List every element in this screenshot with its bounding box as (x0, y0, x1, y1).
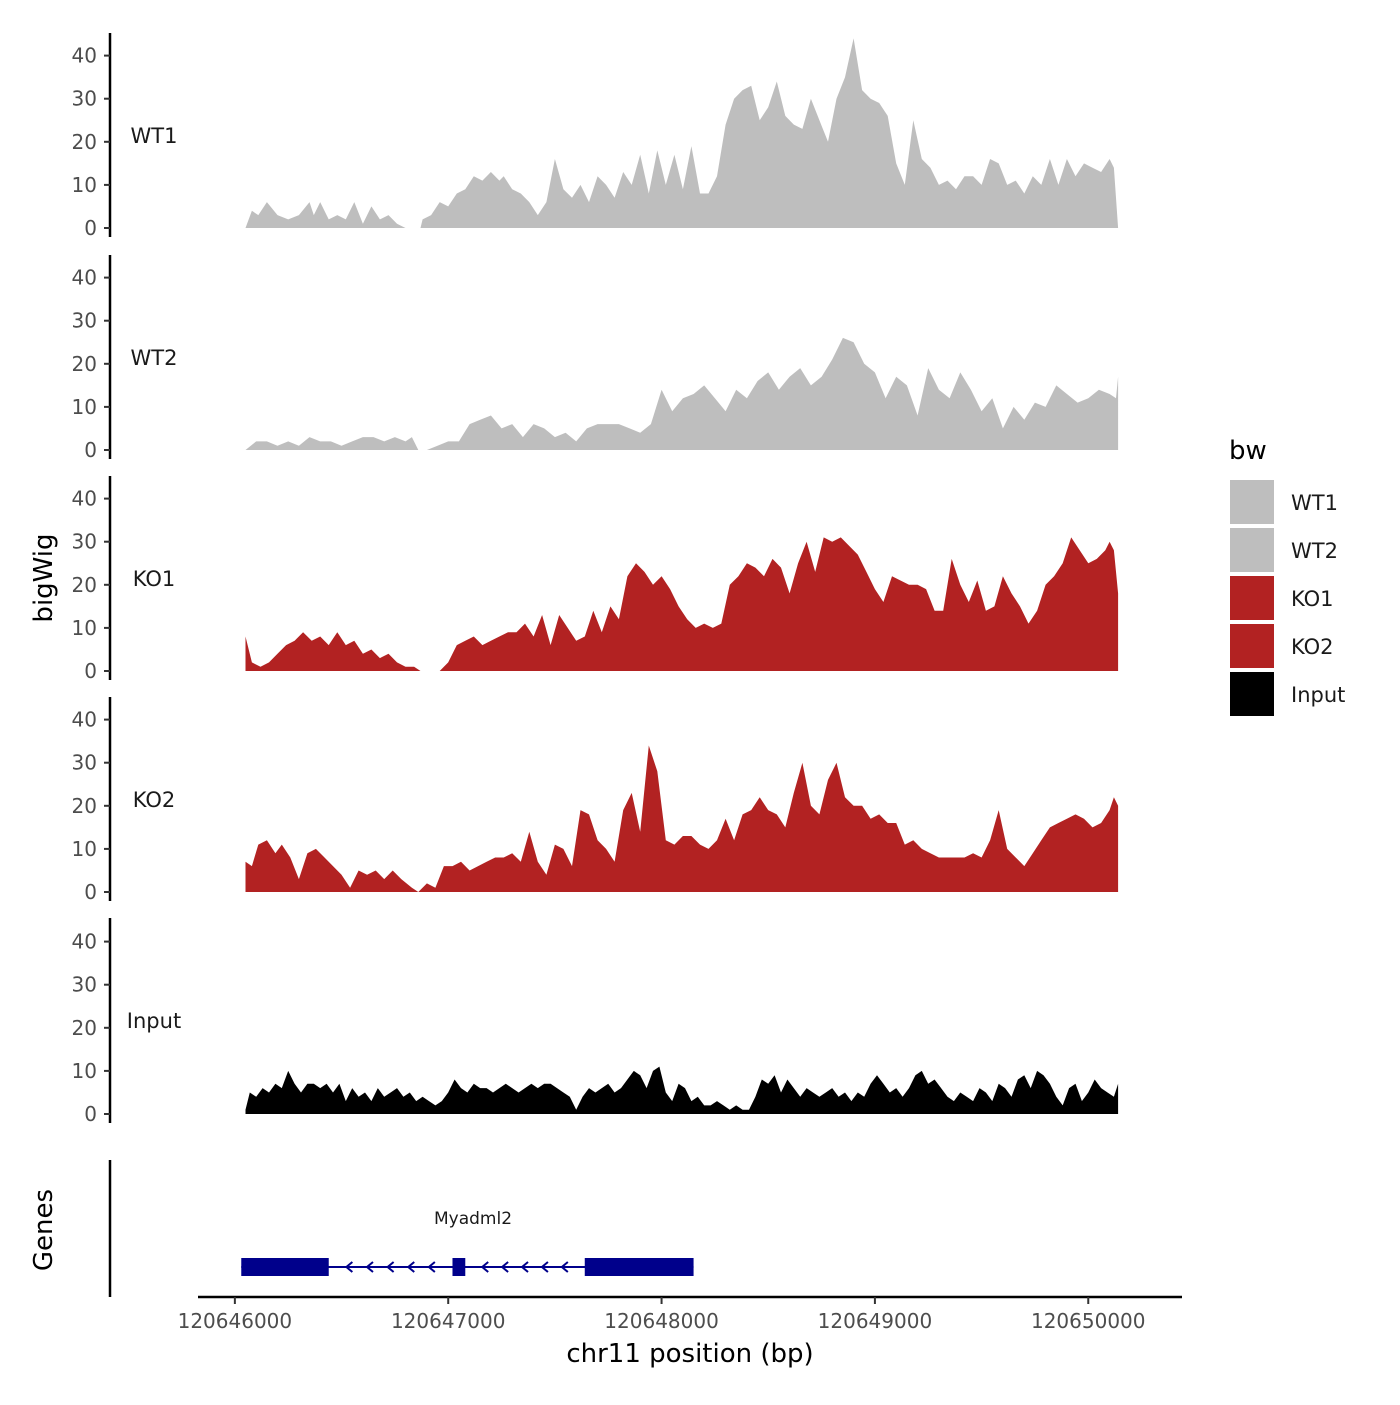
x-tick-label: 120650000 (1031, 1309, 1146, 1333)
legend-label-ko2: KO2 (1291, 635, 1334, 659)
y-tick-label: 30 (72, 87, 97, 111)
y-tick-label: 10 (72, 837, 97, 861)
x-tick-label: 120648000 (604, 1309, 719, 1333)
strand-arrow (540, 1261, 549, 1273)
gene-name-label: Myadml2 (434, 1209, 512, 1229)
legend-key-wt2 (1230, 528, 1274, 572)
strand-arrow (365, 1261, 374, 1273)
coverage-area-wt2 (245, 337, 1119, 450)
legend-key-input (1230, 672, 1274, 716)
legend: bw WT1 WT2 KO1 KO2 Input (1229, 436, 1345, 716)
legend-title: bw (1229, 436, 1267, 466)
y-tick-label: 20 (72, 352, 97, 376)
y-tick-label: 30 (72, 309, 97, 333)
legend-key-wt1 (1230, 480, 1274, 524)
strand-arrow (560, 1261, 569, 1273)
y-tick-label: 40 (72, 266, 97, 290)
coverage-area-ko1 (245, 537, 1119, 671)
x-axis-title: chr11 position (bp) (566, 1339, 813, 1369)
y-tick-label: 40 (72, 487, 97, 511)
track-label-wt2: WT2 (131, 346, 178, 370)
y-tick-label: 0 (84, 1102, 97, 1126)
genes-panel: Genes Myadml2 (29, 1160, 694, 1297)
legend-label-input: Input (1291, 683, 1345, 707)
gene-exon (241, 1258, 329, 1276)
track-label-wt1: WT1 (131, 124, 178, 148)
x-axis: 120646000 120647000 120648000 120649000 1206… (178, 1295, 1182, 1369)
gene-exon (452, 1258, 466, 1276)
y-tick-label: 10 (72, 1059, 97, 1083)
legend-label-wt2: WT2 (1291, 539, 1338, 563)
track-label-input: Input (127, 1009, 181, 1033)
y-tick-label: 0 (84, 659, 97, 683)
gene-exon (584, 1258, 694, 1276)
y-tick-label: 40 (72, 708, 97, 732)
y-axis-title: bigWig (29, 533, 59, 622)
track-panel-wt1: 0 10 20 30 40 WT1 (72, 33, 1119, 240)
legend-label-wt1: WT1 (1291, 491, 1338, 515)
strand-arrow (344, 1261, 354, 1273)
y-tick-label: 10 (72, 616, 97, 640)
track-panel-ko2: 0 10 20 30 40 KO2 (72, 697, 1119, 904)
y-tick-label: 0 (84, 438, 97, 462)
y-tick-label: 10 (72, 395, 97, 419)
y-tick-label: 0 (84, 880, 97, 904)
genes-track-label: Genes (29, 1189, 59, 1271)
coverage-area-ko2 (245, 745, 1119, 892)
track-label-ko2: KO2 (133, 788, 176, 812)
track-panel-ko1: 0 10 20 30 40 KO1 (72, 476, 1119, 683)
strand-arrow (520, 1261, 529, 1273)
strand-arrow (427, 1261, 436, 1273)
y-tick-label: 30 (72, 530, 97, 554)
y-tick-label: 10 (72, 173, 97, 197)
strand-arrow (480, 1261, 489, 1273)
y-tick-label: 20 (72, 130, 97, 154)
coverage-area-wt1 (245, 38, 1119, 229)
legend-key-ko2 (1230, 624, 1274, 668)
track-label-ko1: KO1 (133, 567, 176, 591)
track-panel-input: 0 10 20 30 40 Input (72, 918, 1119, 1126)
legend-label-ko1: KO1 (1291, 587, 1334, 611)
x-tick-label: 120647000 (391, 1309, 506, 1333)
strand-arrow (386, 1261, 395, 1273)
legend-key-ko1 (1230, 576, 1274, 620)
coverage-area-input (245, 1066, 1119, 1114)
y-tick-label: 20 (72, 794, 97, 818)
y-tick-label: 20 (72, 1016, 97, 1040)
y-tick-label: 30 (72, 973, 97, 997)
x-tick-label: 120646000 (178, 1309, 293, 1333)
x-tick-label: 120649000 (818, 1309, 933, 1333)
track-panel-wt2: 0 10 20 30 40 WT2 (72, 255, 1119, 462)
strand-arrow (406, 1261, 415, 1273)
strand-arrow (500, 1261, 509, 1273)
y-tick-label: 40 (72, 930, 97, 954)
y-tick-label: 40 (72, 44, 97, 68)
y-tick-label: 30 (72, 751, 97, 775)
y-tick-label: 0 (84, 216, 97, 240)
y-tick-label: 20 (72, 573, 97, 597)
